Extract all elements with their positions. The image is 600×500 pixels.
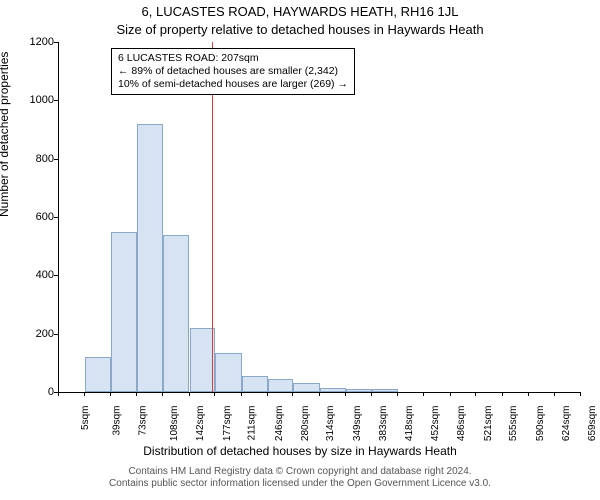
attribution-text: Contains HM Land Registry data © Crown c…: [0, 466, 600, 490]
x-tick-label: 108sqm: [169, 406, 180, 442]
y-tick-mark: [54, 100, 58, 101]
histogram-bar: [137, 124, 163, 392]
histogram-bar: [268, 379, 294, 392]
histogram-bar: [85, 357, 111, 392]
y-tick-label: 1000: [14, 94, 54, 106]
x-tick-label: 73sqm: [137, 406, 148, 436]
chart-title-line1: 6, LUCASTES ROAD, HAYWARDS HEATH, RH16 1…: [0, 4, 600, 19]
x-tick-mark: [267, 392, 268, 396]
x-tick-mark: [450, 392, 451, 396]
x-tick-mark: [162, 392, 163, 396]
x-tick-label: 314sqm: [326, 406, 337, 442]
x-tick-label: 349sqm: [352, 406, 363, 442]
x-tick-label: 590sqm: [535, 406, 546, 442]
x-tick-label: 555sqm: [508, 406, 519, 442]
x-tick-mark: [397, 392, 398, 396]
x-tick-mark: [84, 392, 85, 396]
annotation-box: 6 LUCASTES ROAD: 207sqm← 89% of detached…: [111, 48, 355, 95]
x-tick-label: 5sqm: [80, 406, 91, 430]
x-tick-mark: [554, 392, 555, 396]
plot-area: 6 LUCASTES ROAD: 207sqm← 89% of detached…: [58, 42, 581, 393]
x-tick-label: 177sqm: [222, 406, 233, 442]
x-tick-mark: [502, 392, 503, 396]
y-tick-label: 1200: [14, 36, 54, 48]
y-tick-label: 800: [14, 153, 54, 165]
x-tick-label: 142sqm: [195, 406, 206, 442]
y-tick-label: 400: [14, 269, 54, 281]
chart-title-line2: Size of property relative to detached ho…: [0, 22, 600, 37]
x-tick-label: 39sqm: [111, 406, 122, 436]
x-tick-mark: [189, 392, 190, 396]
histogram-bar: [346, 389, 373, 392]
histogram-bar: [320, 388, 346, 392]
annotation-line: 6 LUCASTES ROAD: 207sqm: [118, 52, 348, 65]
x-tick-mark: [580, 392, 581, 396]
histogram-bar: [111, 232, 138, 392]
histogram-bar: [293, 383, 320, 392]
x-tick-label: 659sqm: [587, 406, 598, 442]
histogram-bar: [215, 353, 242, 392]
x-tick-mark: [241, 392, 242, 396]
annotation-line: ← 89% of detached houses are smaller (2,…: [118, 65, 348, 78]
x-tick-label: 521sqm: [483, 406, 494, 442]
y-tick-mark: [54, 275, 58, 276]
y-tick-label: 200: [14, 328, 54, 340]
y-tick-mark: [54, 159, 58, 160]
x-axis-label: Distribution of detached houses by size …: [0, 444, 600, 458]
x-tick-mark: [58, 392, 59, 396]
attribution-line2: Contains public sector information licen…: [0, 478, 600, 490]
y-tick-mark: [54, 42, 58, 43]
histogram-bar: [372, 389, 398, 392]
x-tick-mark: [475, 392, 476, 396]
y-tick-label: 0: [14, 386, 54, 398]
histogram-bar: [242, 376, 268, 392]
x-tick-label: 383sqm: [378, 406, 389, 442]
x-tick-label: 624sqm: [561, 406, 572, 442]
x-tick-label: 246sqm: [274, 406, 285, 442]
x-tick-mark: [136, 392, 137, 396]
x-tick-label: 486sqm: [456, 406, 467, 442]
x-tick-label: 211sqm: [247, 406, 258, 441]
x-tick-mark: [371, 392, 372, 396]
x-tick-mark: [214, 392, 215, 396]
x-tick-mark: [319, 392, 320, 396]
x-tick-label: 452sqm: [430, 406, 441, 442]
x-tick-mark: [110, 392, 111, 396]
chart-container: 6, LUCASTES ROAD, HAYWARDS HEATH, RH16 1…: [0, 0, 600, 500]
x-tick-mark: [292, 392, 293, 396]
y-axis-label: Number of detached properties: [0, 52, 11, 217]
x-tick-label: 280sqm: [300, 406, 311, 442]
x-tick-mark: [528, 392, 529, 396]
x-tick-label: 418sqm: [404, 406, 415, 442]
attribution-line1: Contains HM Land Registry data © Crown c…: [0, 466, 600, 478]
annotation-line: 10% of semi-detached houses are larger (…: [118, 78, 348, 91]
y-tick-label: 600: [14, 211, 54, 223]
y-tick-mark: [54, 217, 58, 218]
histogram-bar: [163, 235, 190, 393]
y-tick-mark: [54, 334, 58, 335]
x-tick-mark: [423, 392, 424, 396]
x-tick-mark: [345, 392, 346, 396]
